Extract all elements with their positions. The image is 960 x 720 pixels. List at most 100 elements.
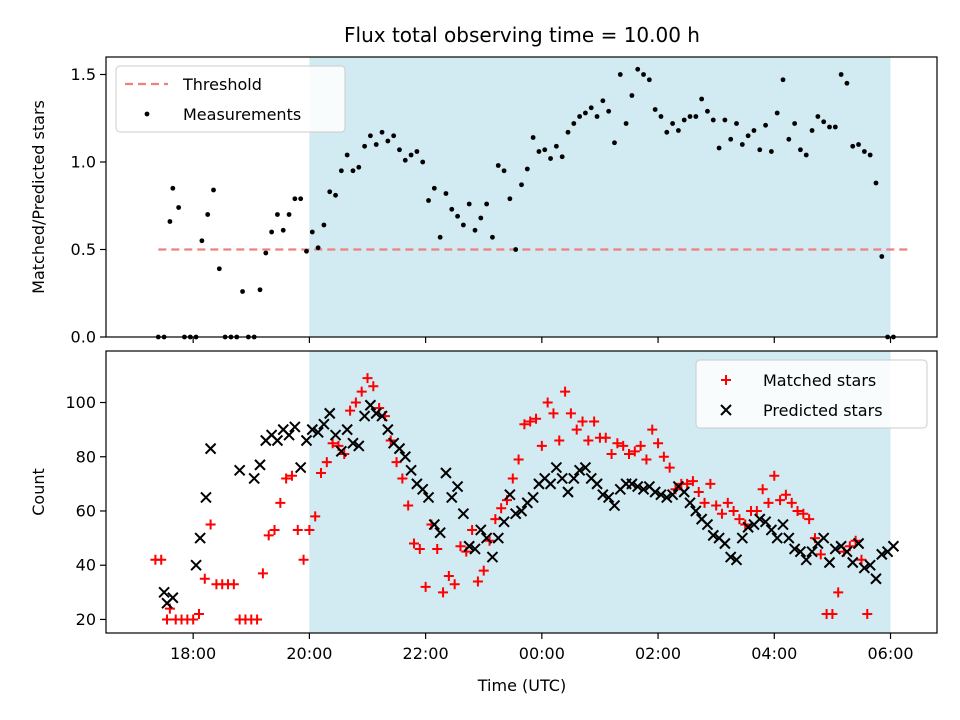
data-point: [281, 473, 292, 484]
data-point: [635, 440, 646, 451]
data-point: [626, 478, 638, 490]
data-point: [397, 147, 402, 153]
data-point: [205, 212, 211, 217]
data-point: [649, 486, 661, 498]
data-point: [472, 227, 478, 233]
y-tick-label: 0.0: [71, 328, 96, 347]
data-point: [254, 459, 266, 471]
data-point: [768, 149, 774, 154]
data-point: [304, 248, 309, 254]
data-point: [827, 609, 838, 620]
data-point: [515, 505, 528, 517]
data-point: [792, 121, 798, 126]
legend-box: [695, 359, 928, 429]
data-point: [370, 407, 382, 420]
data-point: [496, 503, 507, 514]
data-point: [823, 556, 836, 569]
data-point: [701, 518, 714, 531]
data-point: [728, 136, 734, 142]
data-point: [780, 77, 786, 83]
data-point: [829, 543, 842, 555]
data-point: [757, 484, 768, 495]
data-point: [391, 457, 402, 468]
data-point: [350, 168, 356, 174]
x-tick-label: 04:00: [751, 644, 797, 663]
legend-matched-label: Matched stars: [763, 371, 876, 390]
data-point: [565, 129, 571, 135]
data-point: [432, 543, 443, 554]
data-point: [190, 559, 202, 571]
data-point: [443, 571, 454, 582]
data-point: [426, 198, 431, 203]
data-point: [838, 72, 844, 77]
data-point: [455, 541, 466, 552]
data-point: [600, 432, 611, 443]
data-point: [455, 213, 460, 219]
data-point: [327, 438, 338, 449]
data-point: [716, 145, 722, 151]
data-point: [472, 576, 483, 587]
data-point: [879, 254, 885, 259]
data-point: [283, 429, 295, 441]
data-point: [318, 418, 330, 430]
x-tick-label: 02:00: [635, 644, 681, 663]
data-point: [530, 135, 536, 140]
data-point: [775, 495, 786, 506]
data-point: [757, 147, 763, 153]
data-point: [699, 96, 705, 102]
data-point: [641, 454, 652, 465]
data-point: [338, 168, 344, 174]
data-point: [850, 143, 856, 149]
data-point: [670, 121, 675, 126]
data-point: [612, 438, 623, 449]
data-point: [597, 489, 609, 501]
data-point: [216, 266, 222, 272]
data-point: [350, 397, 361, 408]
data-point: [560, 386, 571, 397]
data-point: [527, 491, 539, 504]
data-point: [751, 505, 762, 516]
data-point: [531, 413, 542, 424]
data-point: [467, 524, 478, 535]
data-point: [739, 142, 745, 147]
legend: Matched stars Predicted stars: [695, 359, 928, 429]
data-point: [204, 442, 217, 455]
data-point: [618, 440, 629, 451]
data-point: [763, 497, 774, 508]
data-point: [864, 559, 876, 571]
data-point: [803, 152, 809, 158]
data-point: [434, 526, 446, 539]
data-point: [507, 196, 513, 202]
data-point: [786, 497, 797, 508]
data-point: [443, 191, 449, 196]
series-2-points: [158, 399, 900, 609]
data-point: [641, 72, 646, 77]
data-point: [431, 185, 437, 191]
data-point: [315, 245, 321, 251]
data-point: [312, 426, 324, 439]
data-point: [397, 473, 408, 484]
data-point: [306, 423, 319, 436]
data-point: [364, 399, 377, 411]
data-point: [504, 489, 516, 501]
data-point: [420, 581, 431, 592]
data-point: [722, 497, 733, 508]
data-point: [833, 587, 844, 598]
data-point: [490, 514, 501, 525]
data-point: [525, 416, 536, 427]
data-point: [852, 537, 865, 550]
data-point: [887, 540, 900, 552]
y-tick-label: 80: [76, 447, 96, 466]
y-tick-label: 40: [76, 556, 96, 575]
y-tick-label: 100: [65, 393, 96, 412]
data-point: [809, 128, 815, 133]
data-point: [783, 532, 795, 544]
legend-predicted-label: Predicted stars: [763, 401, 883, 420]
data-point: [271, 434, 284, 447]
data-point: [310, 511, 321, 522]
data-point: [524, 166, 530, 172]
data-point: [681, 117, 687, 123]
x-tick-label: 06:00: [867, 644, 913, 663]
data-point: [263, 530, 274, 541]
